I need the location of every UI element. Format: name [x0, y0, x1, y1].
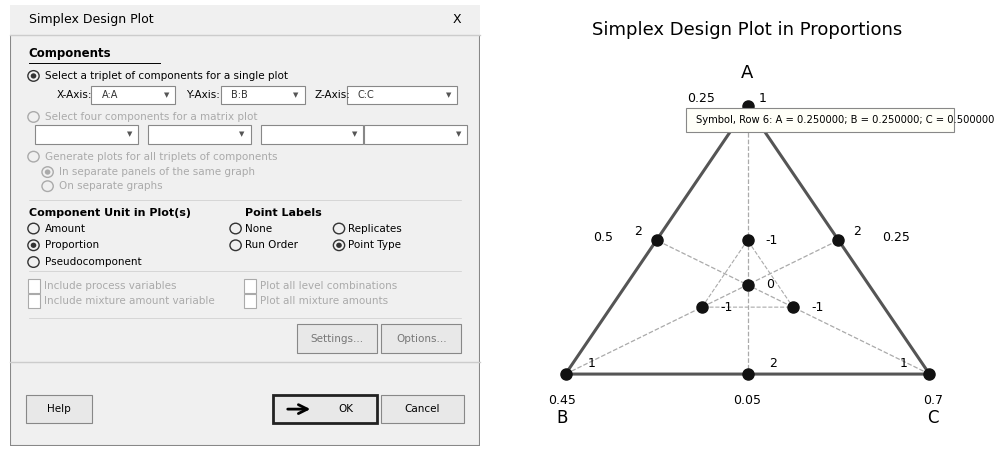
FancyBboxPatch shape: [244, 279, 256, 293]
Point: [558, 370, 574, 378]
Text: ▼: ▼: [239, 131, 245, 138]
Circle shape: [31, 243, 36, 248]
Text: In separate panels of the same graph: In separate panels of the same graph: [59, 167, 255, 177]
Text: 2: 2: [769, 356, 777, 369]
Point: [740, 103, 756, 110]
Point: [921, 370, 937, 378]
Text: Include process variables: Include process variables: [44, 281, 176, 291]
FancyBboxPatch shape: [347, 86, 457, 104]
Text: X: X: [453, 14, 461, 27]
Text: Proportion: Proportion: [45, 240, 99, 250]
Text: 2: 2: [853, 225, 861, 238]
Text: Replicates: Replicates: [348, 224, 402, 234]
Text: Generate plots for all triplets of components: Generate plots for all triplets of compo…: [45, 152, 278, 162]
Text: On separate graphs: On separate graphs: [59, 181, 163, 191]
Point: [649, 237, 665, 244]
FancyBboxPatch shape: [381, 395, 464, 423]
Text: C:C: C:C: [358, 90, 375, 100]
Text: ▼: ▼: [293, 92, 299, 98]
Text: Options...: Options...: [396, 333, 447, 343]
Text: Plot all level combinations: Plot all level combinations: [260, 281, 397, 291]
Text: -1: -1: [811, 301, 824, 314]
FancyBboxPatch shape: [364, 126, 467, 144]
FancyBboxPatch shape: [261, 126, 363, 144]
FancyBboxPatch shape: [273, 395, 377, 423]
Text: Z-Axis:: Z-Axis:: [315, 90, 350, 100]
Text: 1: 1: [587, 356, 595, 369]
Text: ▼: ▼: [352, 131, 358, 138]
FancyBboxPatch shape: [35, 126, 138, 144]
FancyBboxPatch shape: [26, 395, 92, 423]
Point: [785, 304, 801, 311]
Text: B:B: B:B: [231, 90, 248, 100]
Text: Component Unit in Plot(s): Component Unit in Plot(s): [29, 208, 191, 218]
FancyBboxPatch shape: [244, 294, 256, 308]
Text: Y-Axis:: Y-Axis:: [186, 90, 220, 100]
Text: 0.7: 0.7: [923, 394, 943, 407]
Text: 0.25: 0.25: [687, 92, 715, 105]
FancyBboxPatch shape: [10, 4, 480, 36]
Text: -1: -1: [766, 234, 778, 247]
Text: A: A: [741, 64, 754, 82]
Text: 1: 1: [900, 356, 908, 369]
FancyBboxPatch shape: [28, 294, 40, 308]
FancyBboxPatch shape: [148, 126, 251, 144]
Text: 0.05: 0.05: [734, 394, 762, 407]
Text: 0.25: 0.25: [882, 231, 910, 243]
Text: Simplex Design Plot: Simplex Design Plot: [29, 14, 153, 27]
FancyBboxPatch shape: [221, 86, 305, 104]
Text: Components: Components: [29, 46, 111, 59]
Text: ▼: ▼: [164, 92, 170, 98]
Text: None: None: [245, 224, 272, 234]
Text: 0.45: 0.45: [548, 394, 576, 407]
Circle shape: [31, 73, 36, 79]
Text: -1: -1: [720, 301, 733, 314]
Text: Select a triplet of components for a single plot: Select a triplet of components for a sin…: [45, 71, 288, 81]
FancyBboxPatch shape: [91, 86, 175, 104]
Text: Symbol, Row 6: A = 0.250000; B = 0.250000; C = 0.500000: Symbol, Row 6: A = 0.250000; B = 0.25000…: [696, 115, 994, 125]
Text: Settings...: Settings...: [310, 333, 363, 343]
Point: [740, 370, 756, 378]
Text: Pseudocomponent: Pseudocomponent: [45, 257, 142, 267]
FancyBboxPatch shape: [28, 279, 40, 293]
Text: 0: 0: [766, 279, 774, 291]
Point: [740, 281, 756, 288]
Text: Simplex Design Plot in Proportions: Simplex Design Plot in Proportions: [592, 21, 903, 39]
Text: X-Axis:: X-Axis:: [57, 90, 92, 100]
Point: [830, 237, 846, 244]
Circle shape: [336, 243, 342, 248]
Text: Select four components for a matrix plot: Select four components for a matrix plot: [45, 112, 258, 122]
Circle shape: [45, 170, 50, 175]
Text: 2: 2: [634, 225, 642, 238]
Text: A:A: A:A: [102, 90, 118, 100]
Text: 0.5: 0.5: [593, 231, 613, 243]
Text: Amount: Amount: [45, 224, 86, 234]
FancyBboxPatch shape: [10, 4, 480, 446]
Text: 1: 1: [758, 92, 766, 105]
Text: B: B: [556, 409, 568, 427]
Text: Cancel: Cancel: [405, 404, 440, 414]
Text: Point Labels: Point Labels: [245, 208, 322, 218]
Text: ▼: ▼: [446, 92, 452, 98]
Text: OK: OK: [339, 404, 354, 414]
Text: Point Type: Point Type: [348, 240, 401, 250]
Text: C: C: [927, 409, 939, 427]
FancyBboxPatch shape: [381, 324, 461, 353]
Text: Help: Help: [47, 404, 71, 414]
Text: Run Order: Run Order: [245, 240, 298, 250]
Text: ▼: ▼: [456, 131, 461, 138]
Point: [740, 237, 756, 244]
Point: [694, 304, 710, 311]
Text: ▼: ▼: [127, 131, 132, 138]
FancyBboxPatch shape: [686, 108, 954, 132]
Text: Plot all mixture amounts: Plot all mixture amounts: [260, 296, 388, 306]
FancyBboxPatch shape: [297, 324, 377, 353]
Text: Include mixture amount variable: Include mixture amount variable: [44, 296, 215, 306]
